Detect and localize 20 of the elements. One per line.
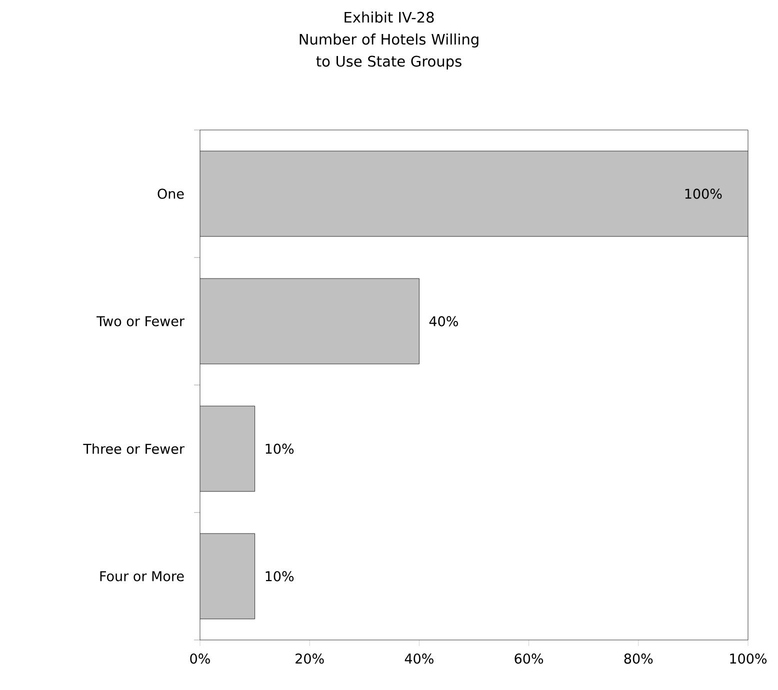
bar	[200, 278, 420, 364]
bar	[200, 406, 256, 492]
x-tick-label: 100%	[730, 654, 767, 664]
bar	[200, 150, 748, 237]
y-tick-label: One	[158, 188, 184, 199]
y-tick-label: Four or More	[100, 571, 184, 582]
y-tick-label: Three or Fewer	[83, 444, 184, 454]
chart-title: Exhibit IV-28	[344, 12, 434, 23]
x-tick-label: 60%	[514, 654, 544, 664]
data-label: 10%	[266, 444, 294, 454]
data-label: 10%	[266, 571, 294, 582]
x-tick-label: 80%	[624, 654, 653, 664]
x-tick-label: 40%	[404, 654, 434, 664]
data-label: 40%	[429, 316, 458, 326]
x-tick-label: 0%	[190, 654, 210, 664]
bar	[200, 533, 256, 620]
data-label: 100%	[685, 188, 722, 199]
chart-subtitle: Number of Hotels Willing to Use State Groups	[300, 34, 478, 70]
y-tick-label: Two or Fewer	[96, 316, 184, 326]
x-tick-label: 20%	[296, 654, 324, 664]
